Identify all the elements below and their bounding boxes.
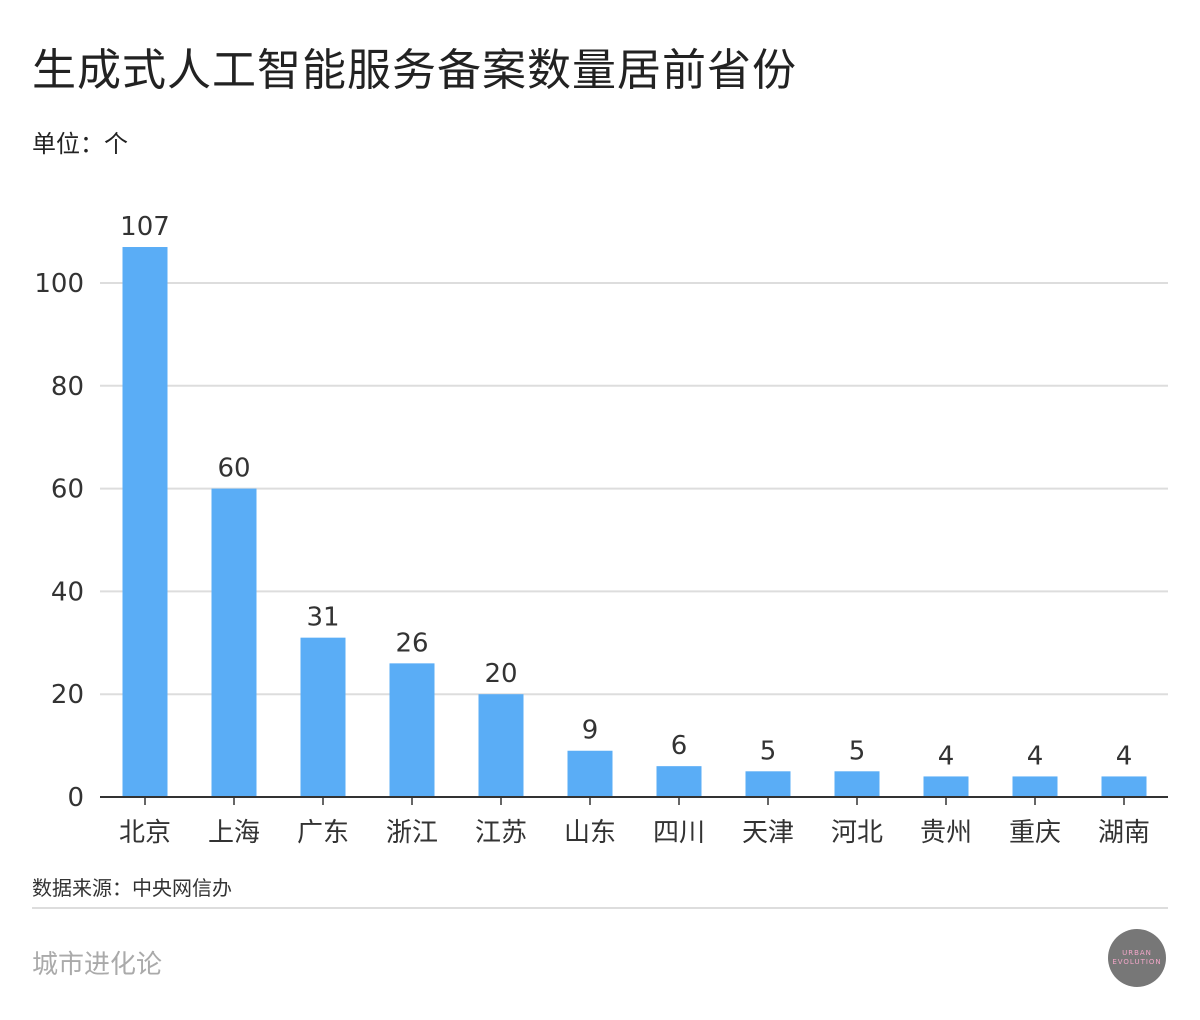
- brand-logo: URBAN EVOLUTION: [1108, 929, 1166, 987]
- data-label: 5: [849, 736, 866, 766]
- logo-text: EVOLUTION: [1112, 958, 1162, 966]
- source-note: 数据来源：中央网信办: [32, 876, 232, 900]
- bar: [122, 247, 168, 797]
- data-label: 20: [484, 659, 517, 689]
- bar: [656, 766, 702, 797]
- x-tick-label: 浙江: [386, 818, 438, 848]
- bar-chart: 0 20 40 60 80 100 107 北京 60 上海 31 广东 26 浙江 20 江苏 9 山东 6 四川 5…: [34, 212, 1168, 848]
- data-label: 60: [217, 454, 250, 484]
- logo-text: URBAN: [1122, 949, 1152, 957]
- y-tick-label: 100: [34, 269, 84, 299]
- data-label: 4: [938, 741, 955, 771]
- data-label: 5: [760, 736, 777, 766]
- x-tick-label: 上海: [208, 818, 260, 848]
- x-tick-label: 重庆: [1009, 818, 1061, 848]
- x-tick-label: 湖南: [1098, 818, 1150, 848]
- data-label: 4: [1116, 741, 1133, 771]
- x-tick-label: 广东: [297, 818, 349, 848]
- bar: [745, 771, 791, 797]
- bar: [300, 637, 346, 797]
- x-tick-label: 河北: [831, 818, 883, 848]
- chart-title: 生成式人工智能服务备案数量居前省份: [32, 45, 797, 96]
- brand-name: 城市进化论: [32, 950, 163, 980]
- bar: [1012, 776, 1058, 797]
- y-tick-label: 40: [51, 577, 84, 607]
- y-tick-label: 0: [67, 783, 84, 813]
- data-label: 6: [671, 731, 688, 761]
- data-label: 9: [582, 716, 599, 746]
- x-tick-label: 天津: [742, 818, 794, 848]
- unit-label: 单位：个: [32, 130, 128, 158]
- x-tick-label: 山东: [564, 818, 616, 848]
- bar: [478, 694, 524, 797]
- data-label: 31: [306, 603, 339, 633]
- data-label: 26: [395, 628, 428, 658]
- x-tick-label: 四川: [653, 818, 705, 848]
- y-tick-label: 60: [51, 475, 84, 505]
- data-label: 4: [1027, 741, 1044, 771]
- y-tick-label: 20: [51, 680, 84, 710]
- x-tick-label: 贵州: [920, 818, 972, 848]
- divider: [32, 907, 1168, 909]
- bar: [1101, 776, 1147, 797]
- x-tick-label: 江苏: [475, 818, 527, 848]
- bar: [211, 488, 257, 797]
- bar: [389, 663, 435, 797]
- bar: [923, 776, 969, 797]
- y-tick-label: 80: [51, 372, 84, 402]
- data-label: 107: [120, 212, 170, 242]
- bar: [567, 750, 613, 797]
- x-tick-label: 北京: [119, 818, 171, 848]
- bar: [834, 771, 880, 797]
